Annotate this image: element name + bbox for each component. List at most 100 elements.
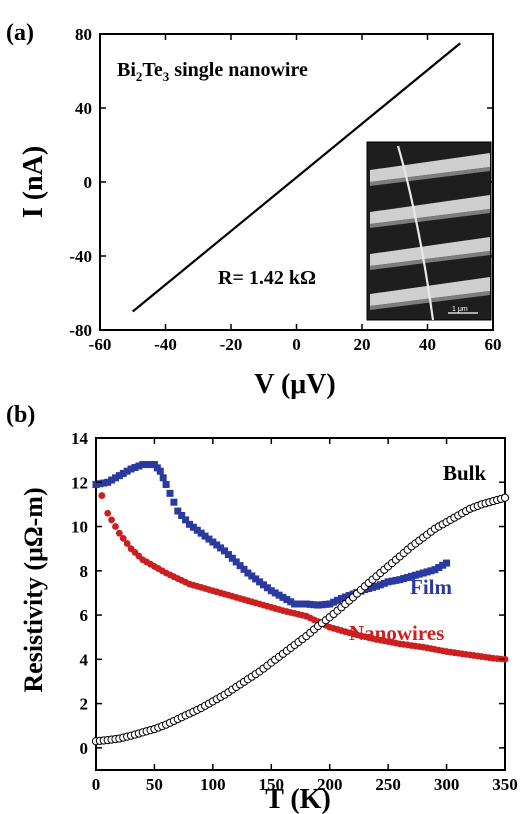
panel-b-y-tick-label: 6 bbox=[80, 606, 89, 625]
panel-b-y-ticks: 0 2 4 6 8 10 12 14 bbox=[71, 429, 505, 758]
film-point bbox=[252, 575, 260, 583]
film-point bbox=[365, 585, 373, 593]
panel-b-y-tick-label: 12 bbox=[71, 473, 88, 492]
panel-b-x-tick-label: 200 bbox=[317, 775, 343, 794]
panel-a-x-tick-label: 60 bbox=[485, 335, 502, 354]
nanowires-point bbox=[119, 534, 127, 542]
electrode-2 bbox=[370, 195, 490, 228]
series-film bbox=[92, 461, 451, 609]
film-point bbox=[380, 579, 388, 587]
film-point bbox=[236, 562, 244, 570]
film-point bbox=[345, 592, 353, 600]
film-point bbox=[376, 581, 384, 589]
film-point bbox=[197, 529, 205, 537]
panel-a-x-tick-label: 40 bbox=[419, 335, 436, 354]
film-point bbox=[423, 568, 431, 576]
panel-b-y-tick-label: 14 bbox=[71, 429, 89, 448]
film-point bbox=[143, 461, 151, 469]
film-point bbox=[263, 584, 271, 592]
film-point bbox=[92, 480, 100, 488]
panel-b-y-axis-title: Resistivity (μΩ-m) bbox=[19, 487, 48, 692]
panel-b-plot bbox=[91, 437, 510, 771]
film-point bbox=[404, 573, 412, 581]
film-point bbox=[302, 600, 310, 608]
panel-a-y-tick-label: 0 bbox=[84, 173, 93, 192]
film-point bbox=[104, 478, 112, 486]
film-point bbox=[259, 581, 267, 589]
film-point bbox=[162, 480, 170, 488]
film-point bbox=[221, 547, 229, 555]
nanowires-point bbox=[123, 540, 131, 547]
sem-inset-image: 1 μm bbox=[366, 141, 492, 321]
panel-a-y-tick-label: 40 bbox=[75, 99, 92, 118]
panel-a-title: Bi2Te3 single nanowire bbox=[117, 59, 308, 84]
nanowires-point bbox=[108, 516, 115, 524]
film-point bbox=[341, 593, 349, 601]
film-point bbox=[189, 523, 197, 531]
film-point bbox=[314, 601, 322, 609]
film-point bbox=[267, 587, 275, 595]
film-point bbox=[388, 577, 396, 585]
panel-b-x-tick-label: 100 bbox=[200, 775, 226, 794]
panel-b-x-tick-label: 50 bbox=[146, 775, 163, 794]
panel-b-y-tick-label: 8 bbox=[80, 562, 89, 581]
panel-a-label: (a) bbox=[6, 20, 34, 46]
film-point bbox=[372, 582, 380, 590]
scale-bar-label: 1 μm bbox=[452, 306, 468, 313]
series-bulk bbox=[91, 493, 510, 746]
film-point bbox=[435, 563, 443, 571]
film-point bbox=[443, 559, 451, 567]
film-point bbox=[108, 476, 116, 484]
panel-a-x-tick-label: 0 bbox=[292, 335, 301, 354]
film-point bbox=[439, 561, 447, 569]
film-point bbox=[248, 572, 256, 580]
film-point bbox=[392, 576, 400, 584]
series-nanowires bbox=[98, 492, 509, 663]
film-point bbox=[400, 575, 408, 583]
film-point bbox=[127, 465, 135, 473]
panel-a-y-tick-label: -80 bbox=[69, 321, 92, 340]
film-point bbox=[156, 467, 164, 475]
film-point bbox=[310, 601, 318, 609]
panel-a-y-tick-label: 80 bbox=[75, 25, 92, 44]
film-point bbox=[275, 591, 283, 599]
film-point bbox=[411, 571, 419, 579]
film-point bbox=[217, 544, 225, 552]
panel-b-y-tick-label: 0 bbox=[80, 739, 89, 758]
film-point bbox=[96, 480, 104, 488]
film-point bbox=[291, 600, 299, 608]
nanowires-point bbox=[115, 529, 123, 537]
film-point bbox=[111, 474, 119, 482]
film-point bbox=[256, 578, 264, 586]
film-point bbox=[178, 511, 186, 519]
film-point bbox=[287, 598, 295, 606]
film-point bbox=[147, 461, 155, 469]
film-point bbox=[201, 532, 209, 540]
film-point bbox=[431, 566, 439, 574]
series-label-bulk: Bulk bbox=[443, 461, 487, 485]
film-point bbox=[369, 583, 377, 591]
film-point bbox=[384, 578, 392, 586]
film-point bbox=[224, 551, 232, 559]
bulk-point bbox=[500, 493, 510, 502]
film-point bbox=[182, 516, 190, 524]
panel-b-x-tick-label: 350 bbox=[492, 775, 518, 794]
panel-a-x-tick-label: -60 bbox=[89, 335, 112, 354]
panel-b-x-tick-label: 150 bbox=[259, 775, 285, 794]
film-point bbox=[131, 464, 139, 472]
panel-b-y-tick-label: 4 bbox=[80, 650, 89, 669]
iv-curve-line bbox=[132, 42, 461, 313]
film-point bbox=[119, 469, 127, 477]
panel-a-x-tick-label: -40 bbox=[154, 335, 177, 354]
film-point bbox=[193, 526, 201, 534]
panel-a-x-tick-label: -20 bbox=[220, 335, 243, 354]
panel-a-y-tick-label: -40 bbox=[69, 247, 92, 266]
panel-b-label: (b) bbox=[6, 402, 35, 428]
film-point bbox=[337, 594, 345, 602]
panel-b-x-ticks: 0 50 100 150 200 250 300 350 bbox=[92, 438, 518, 794]
film-point bbox=[318, 601, 326, 609]
film-point bbox=[415, 570, 423, 578]
film-point bbox=[213, 541, 221, 549]
electrode-1 bbox=[370, 153, 490, 186]
